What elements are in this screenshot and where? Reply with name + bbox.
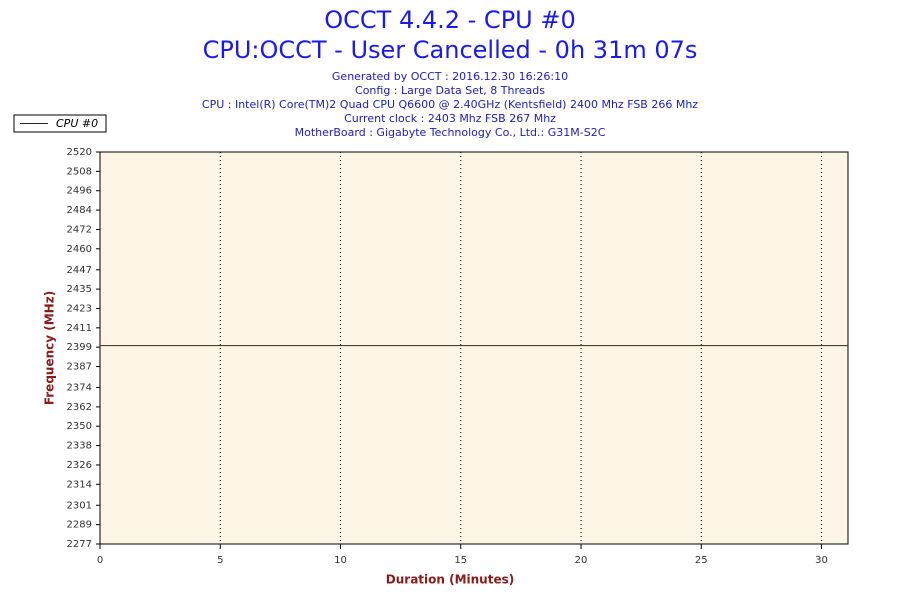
y-tick-label: 2362 xyxy=(67,402,92,413)
info-line: Config : Large Data Set, 8 Threads xyxy=(355,84,545,97)
legend-box xyxy=(13,114,107,133)
y-tick-label: 2350 xyxy=(67,421,92,432)
info-line: Generated by OCCT : 2016.12.30 16:26:10 xyxy=(332,70,568,83)
y-tick-label: 2374 xyxy=(67,383,92,394)
y-tick-label: 2520 xyxy=(67,147,92,158)
y-tick-label: 2423 xyxy=(67,303,92,314)
y-tick-label: 2301 xyxy=(67,500,92,511)
x-tick-label: 5 xyxy=(217,555,223,566)
y-tick-label: 2289 xyxy=(67,520,92,531)
y-tick-label: 2508 xyxy=(67,166,92,177)
legend-label: CPU #0 xyxy=(56,117,98,130)
x-tick-label: 15 xyxy=(454,555,467,566)
x-tick-label: 0 xyxy=(97,555,103,566)
y-tick-label: 2326 xyxy=(67,460,92,471)
x-tick-label: 10 xyxy=(334,555,347,566)
legend: CPU #0 xyxy=(13,114,107,133)
y-tick-label: 2338 xyxy=(67,441,92,452)
x-axis-label: Duration (Minutes) xyxy=(386,573,514,587)
y-tick-label: 2447 xyxy=(67,265,92,276)
y-tick-label: 2314 xyxy=(67,479,92,490)
y-tick-label: 2484 xyxy=(67,205,92,216)
info-line: Current clock : 2403 Mhz FSB 267 Mhz xyxy=(344,112,556,125)
y-tick-label: 2472 xyxy=(67,224,92,235)
y-tick-label: 2411 xyxy=(67,323,92,334)
y-tick-label: 2277 xyxy=(67,539,92,550)
y-tick-label: 2460 xyxy=(67,244,92,255)
x-tick-label: 20 xyxy=(575,555,588,566)
info-line: CPU : Intel(R) Core(TM)2 Quad CPU Q6600 … xyxy=(202,98,698,111)
chart-title: OCCT 4.4.2 - CPU #0 xyxy=(324,6,575,34)
info-line: MotherBoard : Gigabyte Technology Co., L… xyxy=(295,126,606,139)
y-tick-label: 2387 xyxy=(67,362,92,373)
plot-area xyxy=(99,151,849,545)
y-tick-label: 2496 xyxy=(67,186,92,197)
y-axis-label: Frequency (MHz) xyxy=(43,291,57,405)
x-tick-label: 30 xyxy=(815,555,828,566)
x-tick-label: 25 xyxy=(695,555,708,566)
chart-subtitle: CPU:OCCT - User Cancelled - 0h 31m 07s xyxy=(203,36,698,64)
y-tick-label: 2399 xyxy=(67,342,92,353)
y-tick-label: 2435 xyxy=(67,284,92,295)
